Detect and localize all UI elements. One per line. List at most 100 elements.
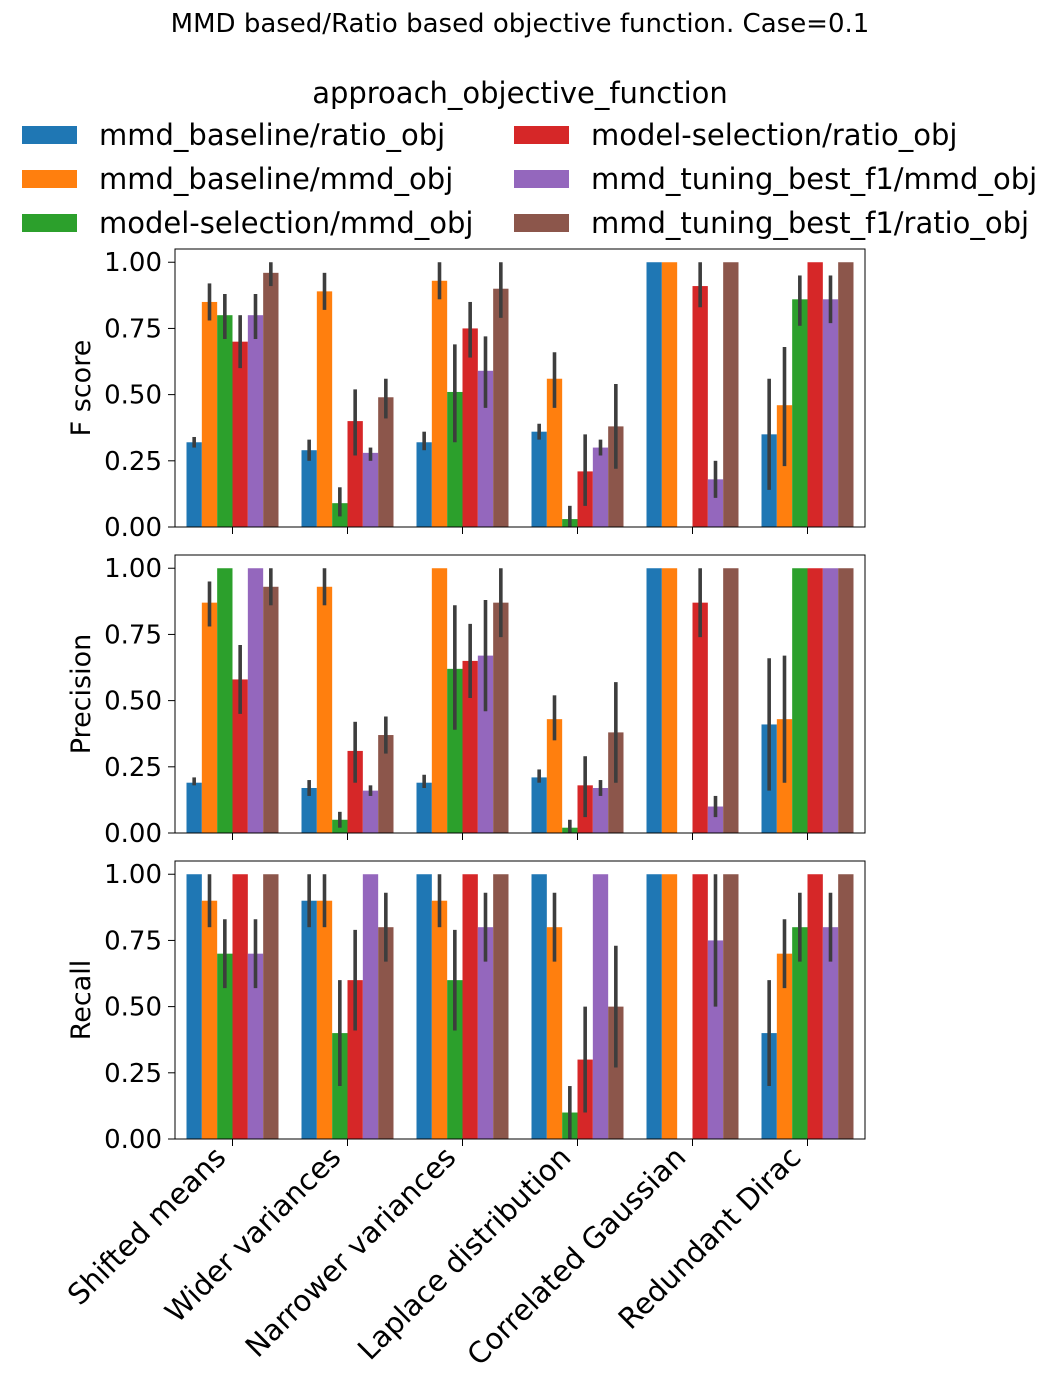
bar — [431, 568, 448, 833]
panel-recall: 0.00 0.25 0.50 0.75 1.00 Recall — [66, 860, 866, 1155]
bar — [431, 900, 448, 1139]
bar — [462, 874, 478, 1139]
bar — [416, 874, 432, 1139]
y-tick-label: 0.25 — [104, 1059, 162, 1089]
bar — [707, 940, 724, 1139]
bar — [531, 874, 547, 1139]
bar — [822, 927, 839, 1139]
bar — [201, 900, 218, 1139]
legend-title: approach_objective_function — [312, 76, 728, 110]
bar — [807, 568, 823, 833]
bar — [378, 397, 394, 527]
bar — [301, 900, 317, 1139]
bar — [592, 447, 609, 527]
bar — [646, 874, 662, 1139]
legend-swatch — [514, 214, 569, 232]
legend-swatch — [514, 170, 569, 188]
bar — [462, 328, 478, 527]
legend-swatch — [22, 170, 77, 188]
legend-label: mmd_tuning_best_f1/mmd_obj — [591, 162, 1037, 196]
y-tick-label: 0.00 — [104, 1125, 162, 1155]
y-tick-label: 0.75 — [104, 926, 162, 956]
bar — [792, 927, 808, 1139]
bar — [723, 262, 739, 527]
y-tick-label: 1.00 — [104, 860, 162, 890]
panel-f-score: 0.00 0.25 0.50 0.75 1.00 F score — [66, 248, 866, 543]
legend-swatch — [22, 126, 77, 144]
bar — [347, 421, 363, 527]
axes-frame — [174, 860, 866, 1140]
bar — [316, 291, 333, 527]
y-tick-label: 0.00 — [104, 819, 162, 849]
bar — [807, 874, 823, 1139]
y-tick-label: 0.50 — [104, 993, 162, 1023]
bar — [646, 568, 662, 833]
bar — [416, 782, 432, 833]
bar — [792, 568, 808, 833]
y-tick-label: 0.25 — [104, 753, 162, 783]
bar — [316, 900, 333, 1139]
bar — [692, 602, 708, 833]
bar — [531, 777, 547, 833]
y-tick-label: 0.50 — [104, 687, 162, 717]
axes-frame — [174, 554, 866, 834]
bar — [378, 927, 394, 1139]
bar — [263, 874, 279, 1139]
bar — [807, 262, 823, 527]
bar — [316, 586, 333, 833]
bar — [838, 874, 854, 1139]
y-tick-label: 0.00 — [104, 513, 162, 543]
bar — [301, 450, 317, 527]
bar — [217, 953, 233, 1139]
legend-label: model-selection/ratio_obj — [591, 118, 957, 152]
legend-label: mmd_baseline/ratio_obj — [99, 118, 445, 152]
y-tick-label: 1.00 — [104, 554, 162, 584]
bar — [822, 568, 839, 833]
bar — [546, 719, 563, 833]
bar — [217, 568, 233, 833]
bar — [217, 315, 233, 527]
bar — [416, 442, 432, 527]
bar — [646, 262, 662, 527]
bar — [347, 750, 363, 833]
x-tick-label: Laplace distribution — [351, 1140, 578, 1367]
bar — [301, 787, 317, 833]
bar — [692, 286, 708, 527]
bar — [431, 280, 448, 527]
bar — [263, 272, 279, 527]
bar — [661, 568, 678, 833]
bar — [608, 1006, 624, 1139]
x-tick-label: Correlated Gaussian — [460, 1140, 692, 1372]
panel-precision: 0.00 0.25 0.50 0.75 1.00 Precision — [66, 554, 866, 849]
bar — [723, 874, 739, 1139]
chart-title: MMD based/Ratio based objective function… — [171, 9, 870, 39]
bar — [707, 479, 724, 527]
legend-label: mmd_baseline/mmd_obj — [99, 162, 453, 196]
bar — [776, 953, 793, 1139]
bar — [201, 602, 218, 833]
legend-swatch — [22, 214, 77, 232]
bar — [546, 927, 563, 1139]
bar — [493, 602, 509, 833]
legend-swatch — [514, 126, 569, 144]
legend-label: model-selection/mmd_obj — [99, 206, 474, 240]
bar — [247, 568, 264, 833]
bar — [792, 299, 808, 527]
bar — [247, 315, 264, 527]
bar — [661, 874, 678, 1139]
bar — [186, 782, 202, 833]
bar — [232, 874, 248, 1139]
bar — [447, 980, 463, 1139]
y-axis-label: Recall — [66, 960, 97, 1041]
bar — [347, 980, 363, 1139]
y-tick-label: 0.75 — [104, 620, 162, 650]
bar — [493, 874, 509, 1139]
bar — [447, 668, 463, 833]
bar — [362, 790, 379, 833]
bar — [707, 806, 724, 833]
bar — [477, 927, 494, 1139]
y-tick-label: 0.50 — [104, 381, 162, 411]
bar — [692, 874, 708, 1139]
